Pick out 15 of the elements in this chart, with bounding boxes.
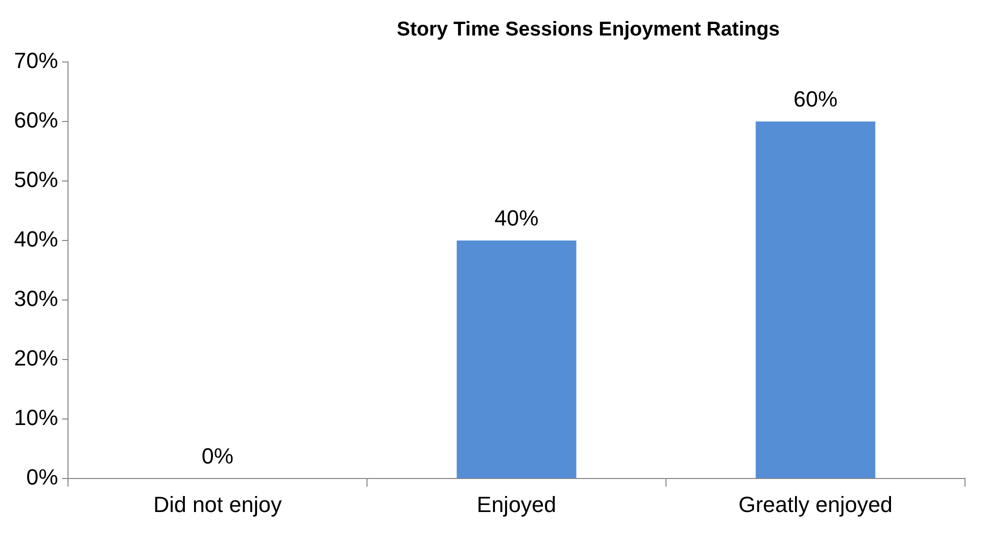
- x-tick-label: Did not enjoy: [153, 492, 282, 517]
- y-tick-label: 70%: [14, 48, 58, 74]
- y-tick-label: 10%: [14, 405, 58, 430]
- y-tick-label: 0%: [26, 464, 58, 490]
- data-label: 40%: [494, 206, 539, 231]
- y-tick-label: 60%: [14, 108, 58, 133]
- chart-title: Story Time Sessions Enjoyment Ratings: [396, 18, 780, 41]
- y-tick-label: 20%: [14, 346, 58, 371]
- data-label: 60%: [793, 86, 838, 112]
- x-tick-label: Greatly enjoyed: [738, 492, 893, 517]
- data-label: 0%: [202, 444, 234, 469]
- y-tick-label: 30%: [14, 286, 58, 312]
- y-tick-label: 40%: [14, 226, 58, 252]
- y-tick-label: 50%: [14, 167, 58, 192]
- x-tick-label: Enjoyed: [476, 492, 556, 517]
